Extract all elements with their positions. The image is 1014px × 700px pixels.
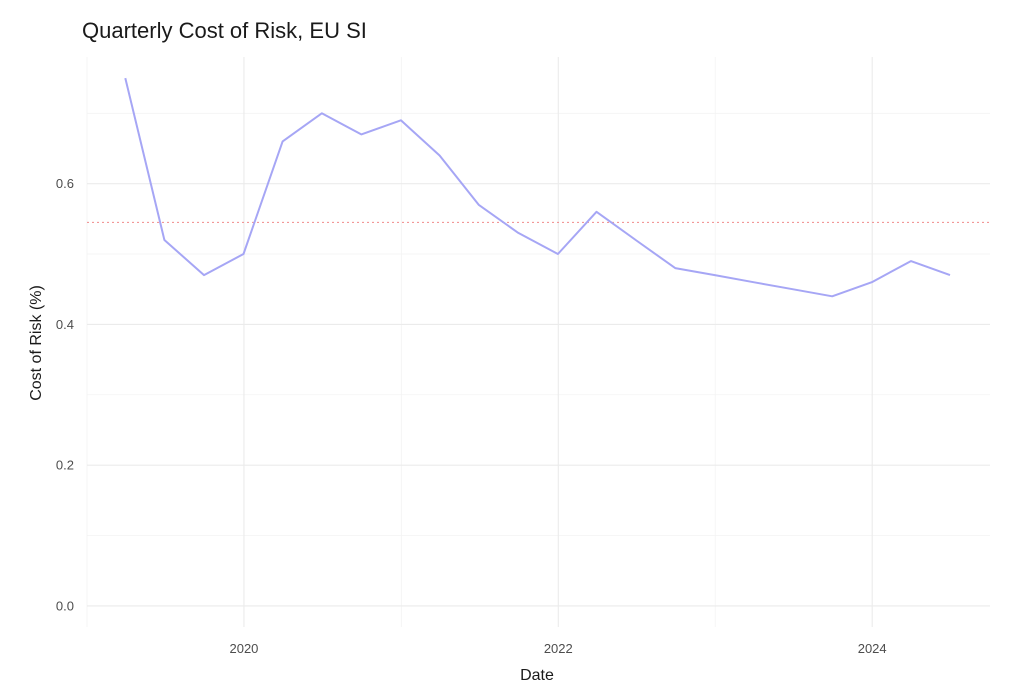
y-tick-label: 0.6 [56, 176, 74, 191]
x-tick-labels: 2020 2022 2024 [229, 641, 886, 656]
chart-title: Quarterly Cost of Risk, EU SI [82, 18, 367, 43]
series-line [124, 77, 951, 298]
y-tick-labels: 0.0 0.2 0.4 0.6 [56, 176, 74, 613]
x-tick-label: 2020 [229, 641, 258, 656]
y-tick-label: 0.2 [56, 458, 74, 473]
x-tick-label: 2022 [544, 641, 573, 656]
minor-gridlines-y [87, 112, 990, 536]
x-axis-title: Date [520, 667, 554, 684]
y-tick-label: 0.4 [56, 317, 74, 332]
minor-gridlines-x [86, 57, 716, 627]
y-axis-title: Cost of Risk (%) [28, 285, 45, 401]
series-layer [124, 77, 951, 298]
major-gridlines-y [87, 183, 990, 607]
y-tick-label: 0.0 [56, 598, 74, 613]
major-gridlines-x [243, 57, 873, 627]
x-tick-label: 2024 [858, 641, 887, 656]
